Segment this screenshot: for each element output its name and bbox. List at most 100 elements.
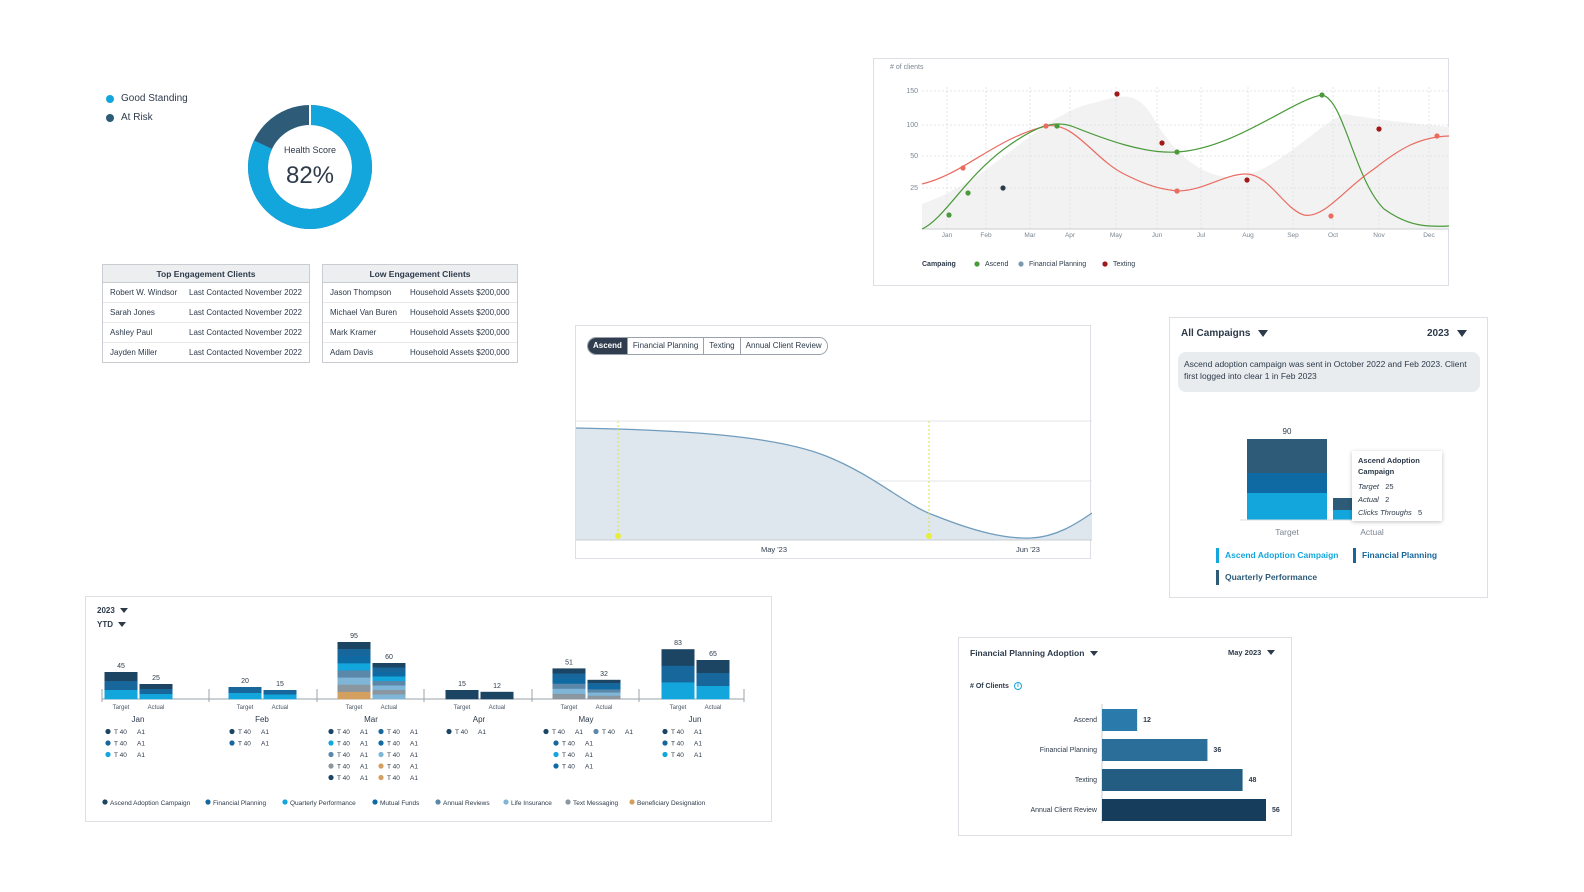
table-row[interactable]: Jayden Miller Last Contacted November 202…: [103, 343, 309, 363]
data-point[interactable]: [1174, 188, 1180, 194]
stacked-bar-segment[interactable]: [337, 656, 371, 664]
stacked-bar-segment[interactable]: [372, 694, 406, 700]
table-row[interactable]: Sarah Jones Last Contacted November 2022: [103, 303, 309, 323]
campaign-filter-dropdown[interactable]: All Campaigns: [1181, 328, 1269, 339]
stacked-bar-segment[interactable]: [139, 689, 173, 695]
stacked-bar-segment[interactable]: [104, 672, 138, 682]
adoption-dropdown[interactable]: Financial Planning Adoption: [970, 648, 1099, 658]
event-marker[interactable]: [926, 533, 932, 539]
bar-axis-label: Target: [670, 705, 687, 711]
target-bar-segment[interactable]: [1247, 439, 1327, 473]
stacked-bar-segment[interactable]: [372, 667, 406, 673]
period-dropdown[interactable]: YTD: [97, 620, 126, 629]
legend-target: T 40: [387, 741, 400, 748]
stacked-bar-segment[interactable]: [661, 649, 695, 667]
year-dropdown[interactable]: 2023: [1427, 328, 1468, 339]
stacked-bar-segment[interactable]: [587, 692, 621, 697]
stacked-bar-segment[interactable]: [139, 694, 173, 700]
stacked-bar-segment[interactable]: [696, 686, 730, 700]
stacked-bar-segment[interactable]: [587, 689, 621, 693]
target-bar-segment[interactable]: [1247, 493, 1327, 520]
stacked-bar-segment[interactable]: [480, 691, 514, 700]
stacked-bar-segment[interactable]: [263, 694, 297, 700]
stacked-bar-segment[interactable]: [587, 683, 621, 687]
legend-financial-planning[interactable]: Financial Planning: [1353, 548, 1437, 563]
table-row[interactable]: Robert W. Windsor Last Contacted November…: [103, 283, 309, 303]
stacked-bar-segment[interactable]: [552, 693, 586, 700]
info-icon[interactable]: i: [1013, 682, 1022, 690]
stacked-bar-segment[interactable]: [552, 678, 586, 684]
actual-bar-segment[interactable]: [1333, 498, 1354, 510]
stacked-bar-segment[interactable]: [552, 668, 586, 674]
data-point[interactable]: [1114, 91, 1120, 97]
stacked-bar-segment[interactable]: [445, 690, 479, 700]
adoption-bar[interactable]: [1102, 799, 1266, 821]
stacked-bar-segment[interactable]: [337, 649, 371, 657]
stacked-bar-segment[interactable]: [696, 660, 730, 674]
y-tick-label: 150: [906, 88, 918, 95]
adoption-bar[interactable]: [1102, 769, 1243, 791]
table-row[interactable]: Adam Davis Household Assets $200,000: [323, 343, 517, 363]
tab-texting[interactable]: Texting: [704, 338, 741, 354]
bar-axis-label: Target: [346, 705, 363, 711]
year-dropdown[interactable]: 2023: [97, 606, 128, 615]
table-row[interactable]: Michael Van Buren Household Assets $200,0…: [323, 303, 517, 323]
stacked-bar-segment[interactable]: [661, 682, 695, 700]
stacked-bar-segment[interactable]: [661, 665, 695, 683]
tab-financial-planning[interactable]: Financial Planning: [627, 338, 705, 354]
actual-bar-segment[interactable]: [1333, 510, 1354, 520]
stacked-bar-segment[interactable]: [228, 693, 262, 700]
data-point[interactable]: [1434, 133, 1440, 139]
stacked-bar-segment[interactable]: [263, 690, 297, 695]
tab-annual-client-review[interactable]: Annual Client Review: [740, 338, 827, 354]
stacked-bar-segment[interactable]: [372, 685, 406, 691]
stacked-bar-segment[interactable]: [337, 677, 371, 686]
stacked-bar-segment[interactable]: [552, 673, 586, 679]
stacked-bar-segment[interactable]: [337, 670, 371, 678]
stacked-bar-segment[interactable]: [372, 690, 406, 695]
stacked-bar-segment[interactable]: [228, 687, 262, 694]
stacked-bar-segment[interactable]: [372, 672, 406, 677]
event-marker[interactable]: [615, 533, 621, 539]
data-point[interactable]: [946, 212, 952, 218]
data-point[interactable]: [1043, 123, 1049, 129]
data-point[interactable]: [1376, 126, 1382, 132]
data-point[interactable]: [1159, 140, 1165, 146]
adoption-bar[interactable]: [1102, 709, 1138, 731]
table-row[interactable]: Mark Kramer Household Assets $200,000: [323, 323, 517, 343]
stacked-bar-segment[interactable]: [337, 684, 371, 693]
stacked-bar-segment[interactable]: [372, 676, 406, 682]
table-title: Top Engagement Clients: [103, 265, 309, 283]
data-point[interactable]: [1174, 149, 1180, 155]
top-engagement-table: Top Engagement Clients Robert W. Windsor…: [102, 264, 310, 363]
stacked-bar-segment[interactable]: [104, 690, 138, 700]
stacked-bar-segment[interactable]: [139, 684, 173, 690]
stacked-bar-segment[interactable]: [587, 686, 621, 690]
tab-ascend[interactable]: Ascend: [588, 338, 628, 354]
stacked-bar-segment[interactable]: [552, 683, 586, 690]
table-row[interactable]: Jason Thompson Household Assets $200,000: [323, 283, 517, 303]
data-point[interactable]: [1054, 123, 1060, 129]
data-point[interactable]: [1000, 185, 1006, 191]
data-point[interactable]: [1328, 213, 1334, 219]
stacked-bar-segment[interactable]: [587, 695, 621, 700]
data-point[interactable]: [1244, 177, 1250, 183]
adoption-bar[interactable]: [1102, 739, 1208, 761]
stacked-bar-segment[interactable]: [372, 663, 406, 668]
stacked-bar-segment[interactable]: [337, 642, 371, 650]
legend-quarterly-performance[interactable]: Quarterly Performance: [1216, 570, 1317, 585]
legend-ascend-adoption[interactable]: Ascend Adoption Campaign: [1216, 548, 1339, 563]
data-point[interactable]: [1319, 92, 1325, 98]
month-dropdown[interactable]: May 2023: [1228, 648, 1276, 657]
table-row[interactable]: Ashley Paul Last Contacted November 2022: [103, 323, 309, 343]
stacked-bar-segment[interactable]: [104, 681, 138, 691]
stacked-bar-segment[interactable]: [696, 673, 730, 687]
target-bar-segment[interactable]: [1247, 473, 1327, 493]
data-point[interactable]: [965, 190, 971, 196]
stacked-bar-segment[interactable]: [337, 663, 371, 671]
stacked-bar-segment[interactable]: [337, 691, 371, 700]
stacked-bar-segment[interactable]: [587, 679, 621, 684]
stacked-bar-segment[interactable]: [372, 681, 406, 686]
data-point[interactable]: [960, 165, 966, 171]
stacked-bar-segment[interactable]: [552, 688, 586, 695]
